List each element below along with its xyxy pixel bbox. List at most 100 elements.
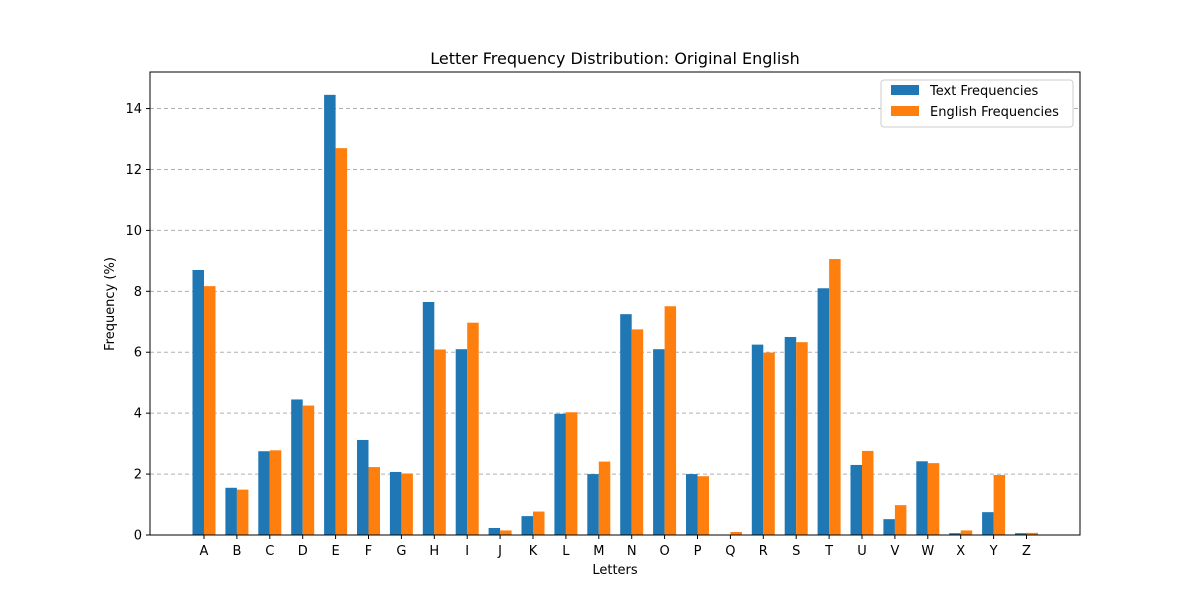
x-ticks: A B C D E F G H I J K L M N O P Q R S T U V W X Y Z — [200, 535, 1031, 559]
x-tick-label-o: O — [659, 544, 669, 559]
bar-text-r — [751, 344, 764, 535]
y-tick-label: 14 — [125, 102, 142, 117]
legend: Text Frequencies English Frequencies — [880, 79, 1074, 128]
legend-label-english-frequencies: English Frequencies — [930, 105, 1059, 120]
bar-text-x — [949, 533, 961, 535]
bar-english-h — [434, 349, 446, 535]
bar-text-n — [620, 314, 632, 535]
bar-english-o — [664, 306, 677, 535]
bar-text-d — [291, 399, 303, 535]
x-tick-label-v: V — [890, 544, 899, 559]
bar-english-q — [730, 531, 742, 535]
bar-english-u — [862, 450, 874, 535]
bar-text-l — [554, 413, 566, 535]
bar-english-j — [500, 530, 512, 535]
bar-text-y — [982, 512, 994, 535]
x-tick-label-c: C — [265, 544, 274, 559]
x-tick-label-y: Y — [989, 544, 998, 559]
bar-text-p — [686, 474, 698, 535]
legend-swatch-english-frequencies — [891, 106, 919, 116]
bar-text-k — [521, 516, 533, 535]
y-tick-label: 8 — [134, 285, 142, 300]
bar-english-f — [368, 467, 380, 535]
bar-english-v — [894, 505, 907, 535]
bar-text-u — [850, 464, 862, 535]
bar-text-z — [1015, 533, 1027, 535]
x-tick-label-h: H — [429, 544, 439, 559]
x-tick-label-n: N — [627, 544, 637, 559]
grid-lines — [150, 108, 1080, 475]
x-tick-label-u: U — [857, 544, 867, 559]
bar-english-b — [236, 489, 249, 535]
chart-title: Letter Frequency Distribution: Original … — [430, 49, 800, 68]
x-tick-label-m: M — [593, 544, 604, 559]
y-axis-label: Frequency (%) — [103, 257, 118, 351]
y-tick-label: 12 — [125, 163, 142, 178]
x-tick-label-f: F — [365, 544, 372, 559]
y-tick-label: 2 — [134, 468, 142, 483]
bar-english-z — [1026, 532, 1038, 535]
bar-english-e — [335, 148, 348, 536]
y-tick-label: 0 — [134, 529, 142, 544]
bar-text-e — [324, 94, 336, 535]
x-tick-label-x: X — [956, 544, 965, 559]
x-tick-label-k: K — [529, 544, 538, 559]
x-tick-label-i: I — [465, 544, 469, 559]
x-tick-label-g: G — [396, 544, 406, 559]
x-tick-label-z: Z — [1022, 544, 1031, 559]
bar-english-d — [302, 405, 315, 535]
bar-english-l — [565, 412, 578, 535]
x-tick-label-q: Q — [725, 544, 735, 559]
bar-text-h — [422, 301, 435, 535]
bar-text-v — [883, 519, 895, 535]
legend-label-text-frequencies: Text Frequencies — [929, 84, 1038, 99]
bar-text-i — [455, 349, 468, 535]
plot-frame — [149, 71, 1081, 536]
bar-english-x — [960, 530, 973, 535]
bar-text-f — [357, 439, 369, 535]
bar-english-t — [829, 259, 841, 535]
x-tick-label-t: T — [824, 544, 833, 559]
bar-english-r — [763, 352, 775, 535]
y-ticks: 0 2 4 6 8 10 12 14 — [125, 102, 150, 544]
bar-english-n — [631, 329, 644, 535]
x-tick-label-e: E — [331, 544, 339, 559]
x-tick-label-w: W — [921, 544, 934, 559]
bar-text-o — [653, 349, 665, 535]
bar-text-a — [192, 269, 204, 535]
bars — [192, 94, 1038, 536]
bar-text-b — [225, 487, 237, 535]
bar-text-s — [784, 337, 797, 535]
bar-text-w — [916, 461, 928, 535]
x-tick-label-s: S — [792, 544, 800, 559]
x-tick-label-b: B — [232, 544, 241, 559]
x-tick-label-d: D — [298, 544, 308, 559]
bar-english-w — [927, 463, 940, 535]
y-tick-label: 10 — [125, 224, 142, 239]
bar-english-i — [467, 322, 479, 535]
bar-text-g — [389, 471, 402, 535]
bar-text-j — [488, 527, 501, 535]
x-tick-label-l: L — [562, 544, 570, 559]
bar-english-y — [993, 474, 1006, 535]
x-tick-label-a: A — [200, 544, 209, 559]
bar-text-t — [817, 288, 830, 535]
x-tick-label-p: P — [694, 544, 702, 559]
y-tick-label: 4 — [134, 407, 142, 422]
bar-english-g — [401, 473, 413, 535]
bar-english-k — [533, 511, 545, 535]
legend-box — [880, 79, 1074, 128]
bar-text-m — [587, 474, 599, 535]
x-tick-label-r: R — [759, 544, 768, 559]
bar-english-a — [204, 286, 216, 535]
y-tick-label: 6 — [134, 346, 142, 361]
x-axis-label: Letters — [592, 563, 638, 578]
bar-english-c — [269, 450, 282, 535]
bar-text-c — [258, 451, 270, 535]
legend-swatch-text-frequencies — [891, 85, 919, 95]
bar-english-p — [697, 476, 709, 535]
bar-english-s — [796, 342, 808, 535]
x-tick-label-j: J — [497, 544, 502, 559]
bar-english-m — [598, 461, 611, 535]
